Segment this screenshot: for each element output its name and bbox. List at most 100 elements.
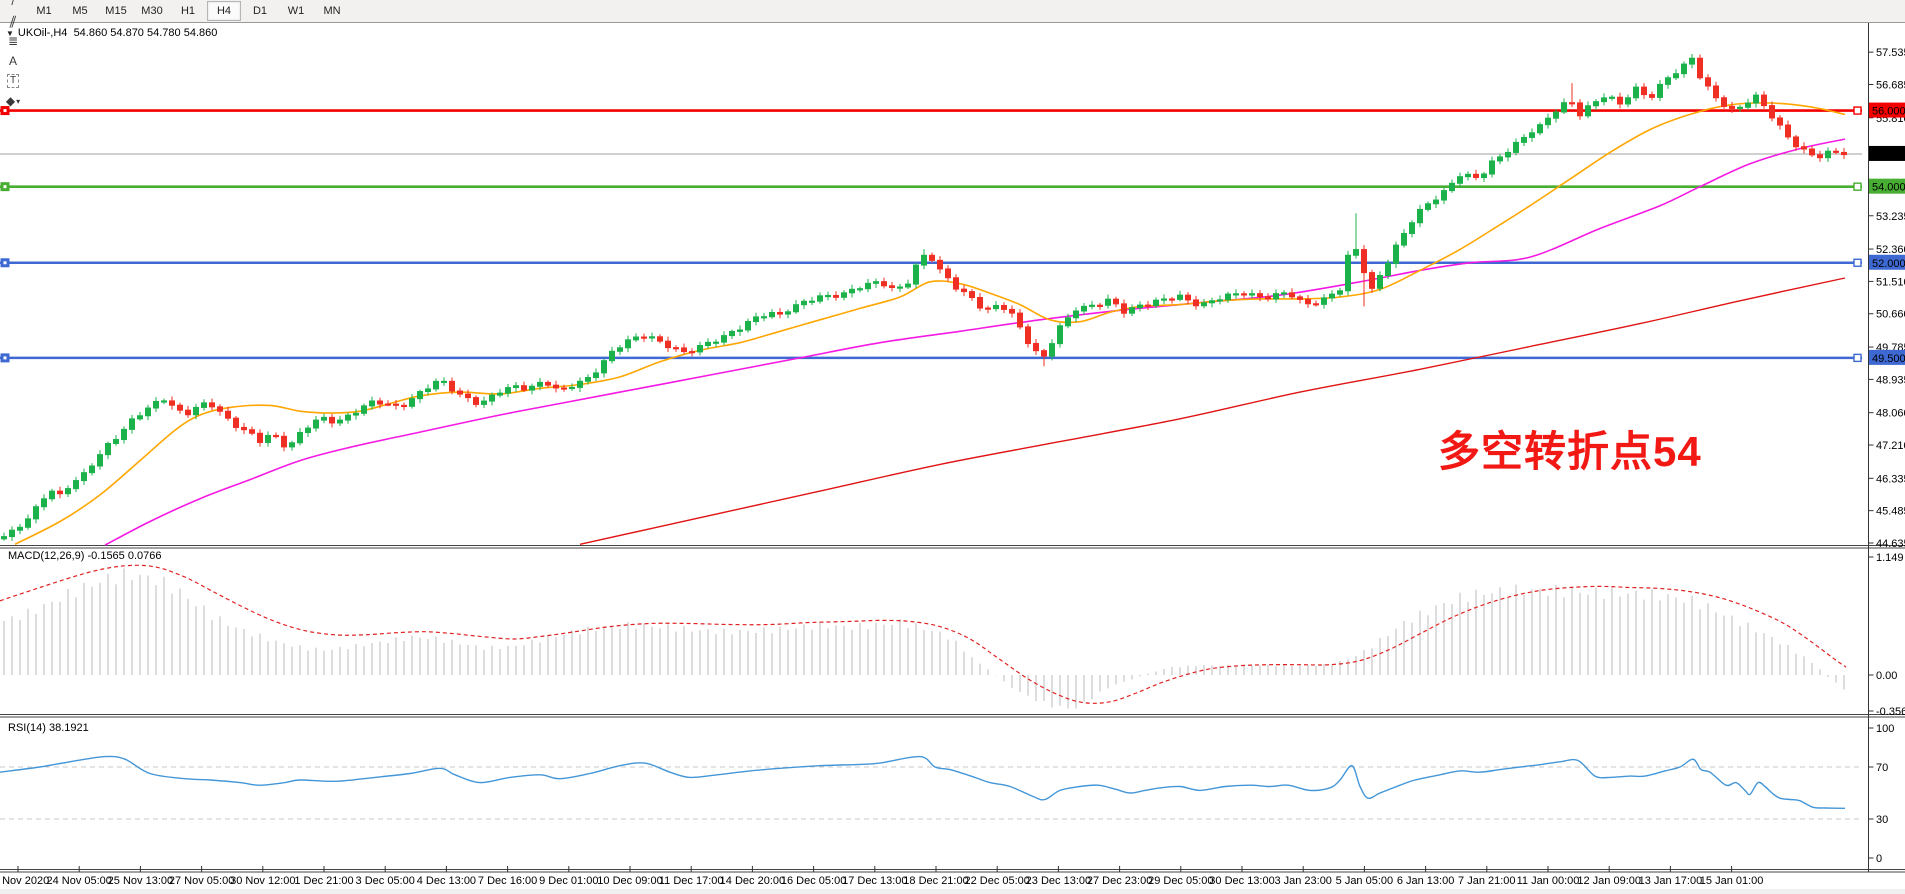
price-badge-52.000 <box>1869 254 1905 270</box>
candle-body <box>1361 249 1367 274</box>
candle-body <box>761 316 767 319</box>
candle-body <box>241 426 247 431</box>
candle-body <box>321 416 327 421</box>
candle-body <box>721 335 727 343</box>
candle-body <box>865 282 871 290</box>
candle-body <box>569 386 575 390</box>
level-handle-right[interactable] <box>1853 182 1862 191</box>
candle-body <box>1305 298 1311 305</box>
candle-body <box>1625 97 1631 105</box>
trendline-icon: / <box>11 0 15 8</box>
candle-body <box>1385 262 1391 276</box>
timeframe-h1-button[interactable]: H1 <box>180 5 196 17</box>
text-label-icon: T <box>6 74 20 88</box>
candle-body <box>105 442 111 456</box>
candle-body <box>169 400 175 406</box>
dropdown-arrow-icon[interactable]: ▾ <box>16 96 21 106</box>
time-label: 17 Dec 13:00 <box>842 875 907 887</box>
candle-body <box>713 341 719 344</box>
candle-body <box>289 442 295 448</box>
timeframe-m30-button[interactable]: M30 <box>141 5 163 17</box>
candle-body <box>897 286 903 289</box>
candle-body <box>1313 303 1319 306</box>
trendline-tool-button[interactable]: / <box>1 0 25 11</box>
timeframe-m1-button[interactable]: M1 <box>36 5 52 17</box>
level-handle-right[interactable] <box>1853 106 1862 115</box>
candle-body <box>1041 350 1047 357</box>
text-tool-button[interactable]: A <box>1 51 25 71</box>
equidistant-channel-tool-button[interactable]: ∥ <box>1 11 25 31</box>
candle-body <box>1481 173 1487 178</box>
price-tick-label: 52.360 <box>1876 244 1905 256</box>
candle-body <box>537 381 543 387</box>
candle-body <box>1281 292 1287 295</box>
arrows-icon: ◆ <box>5 94 16 108</box>
candle-body <box>617 347 623 352</box>
timeframe-m5-button[interactable]: M5 <box>72 5 88 17</box>
candle-body <box>225 410 231 419</box>
fibonacci-tool-button[interactable]: ≣ <box>1 31 25 51</box>
candle-body <box>377 400 383 405</box>
candle-body <box>1289 292 1295 298</box>
ma-mid-line <box>104 138 1846 546</box>
candle-body <box>1449 182 1455 192</box>
level-handle-right[interactable] <box>1853 258 1862 267</box>
candle-body <box>1169 298 1175 301</box>
arrows-tool-button[interactable]: ◆ ▾ <box>1 91 25 111</box>
time-label: 15 Jan 01:00 <box>1700 875 1764 887</box>
candle-body <box>41 498 47 508</box>
time-label: 22 Dec 05:00 <box>964 875 1029 887</box>
price-badge-label: 54.000 <box>1872 182 1905 194</box>
candle-body <box>1545 117 1551 126</box>
rsi-name: RSI(14) <box>8 722 46 734</box>
candle-body <box>1129 307 1135 314</box>
candle-body <box>1369 272 1375 289</box>
candle-body <box>1609 96 1615 99</box>
rsi-values: 38.1921 <box>48 722 89 734</box>
candle-body <box>1457 176 1463 184</box>
collapse-arrow-icon[interactable]: ▼ <box>6 29 14 38</box>
candle-body <box>393 403 399 406</box>
candle-body <box>905 283 911 288</box>
level-handle-right[interactable] <box>1853 353 1862 363</box>
candle-body <box>465 393 471 399</box>
candle-body <box>1217 299 1223 302</box>
timeframe-w1-button[interactable]: W1 <box>287 5 305 17</box>
candle-body <box>745 320 751 331</box>
candle-body <box>1673 73 1679 79</box>
level-handle-left-center <box>3 185 7 189</box>
timeframe-group: M1 M5 M15 M30 H1 H4 D1 W1 MN <box>26 1 350 21</box>
timeframe-m15-button[interactable]: M15 <box>105 5 127 17</box>
candle-body <box>729 330 735 337</box>
time-label: 1 Dec 21:00 <box>294 875 353 887</box>
fibonacci-icon: ≣ <box>7 34 19 48</box>
candle-body <box>361 405 367 414</box>
timeframe-d1-button[interactable]: D1 <box>252 5 268 17</box>
candle-body <box>961 288 967 293</box>
text-label-tool-button[interactable]: T <box>1 71 25 91</box>
time-label: 30 Dec 13:00 <box>1209 875 1274 887</box>
ohlc-close: 54.860 <box>183 27 218 39</box>
candle-body <box>409 398 415 407</box>
candle-body <box>585 377 591 382</box>
timeframe-h4-button[interactable]: H4 <box>207 1 241 21</box>
candle-body <box>1737 106 1743 109</box>
candle-body <box>1025 326 1031 345</box>
rsi-tick-label: 30 <box>1876 814 1888 826</box>
drawing-tools-group: ➤+|—/∥≣AT◆▾ <box>0 0 26 129</box>
candle-body <box>473 397 479 405</box>
candle-body <box>1409 222 1415 234</box>
chart-annotation-text[interactable]: 多空转折点54 <box>1438 428 1702 475</box>
price-tick-label: 47.210 <box>1876 440 1905 452</box>
candle-body <box>977 297 983 309</box>
bottom-scroll-strip[interactable] <box>0 889 1905 894</box>
time-label: 24 Nov 05:00 <box>46 875 111 887</box>
time-label: 27 Dec 23:00 <box>1087 875 1152 887</box>
candle-body <box>17 526 23 531</box>
time-label: 4 Dec 13:00 <box>417 875 476 887</box>
candle-body <box>881 281 887 287</box>
candle-body <box>1681 63 1687 75</box>
price-badge-label: 56.000 <box>1872 106 1905 118</box>
timeframe-mn-button[interactable]: MN <box>323 5 341 17</box>
